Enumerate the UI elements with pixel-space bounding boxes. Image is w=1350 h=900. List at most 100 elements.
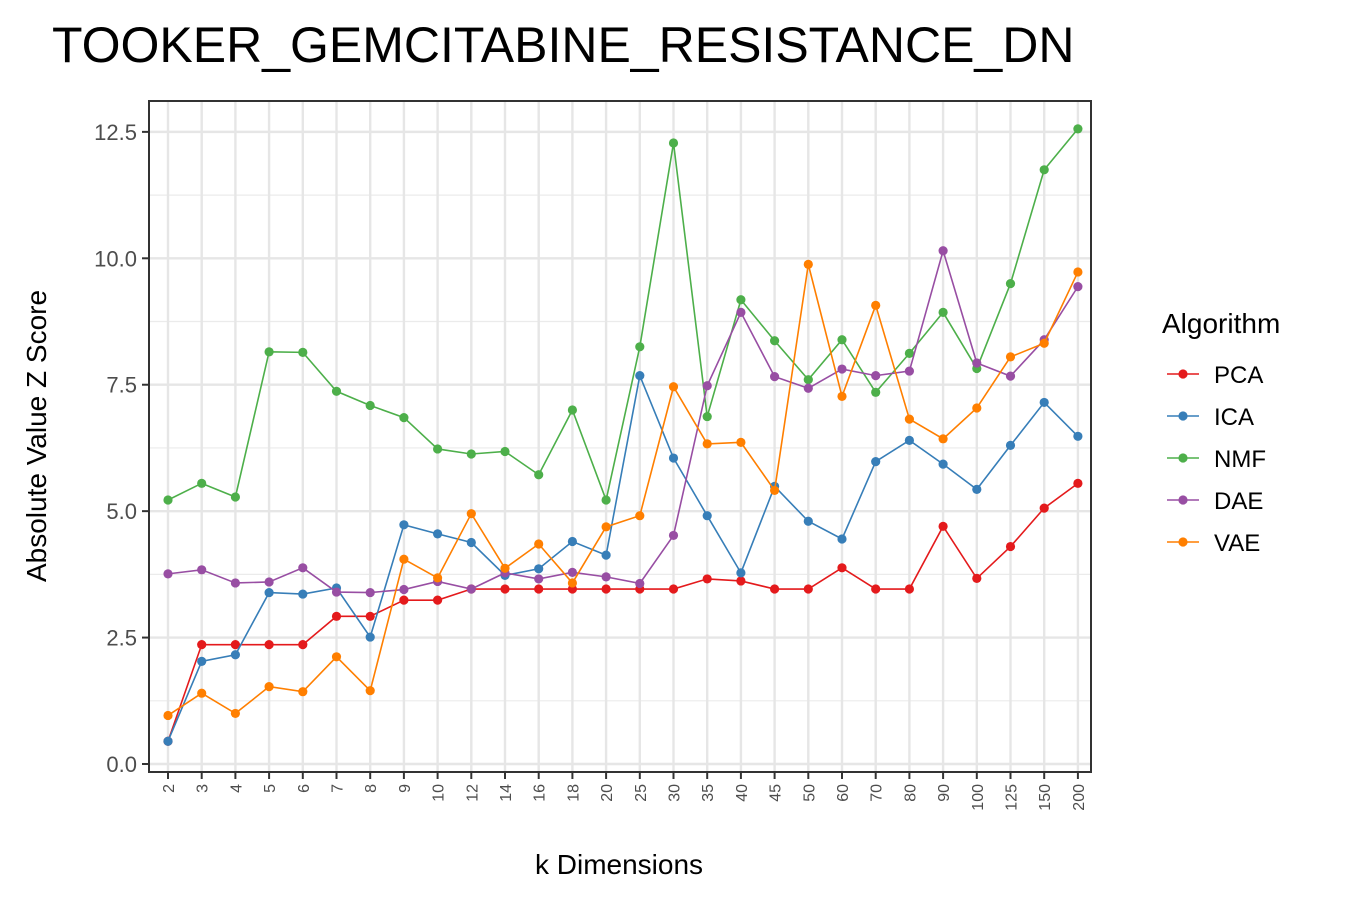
data-point-dae [938,246,948,256]
data-point-vae [770,485,780,496]
y-axis-title: Absolute Value Z Score [21,290,52,582]
data-point-pca [1039,503,1049,513]
series-line-dae [167,247,1079,594]
data-point-dae [770,372,780,382]
x-tick-label: 5 [262,784,279,793]
data-point-dae [298,563,308,573]
data-point-vae [904,414,915,424]
data-point-pca [938,521,948,531]
data-point-pca [1005,541,1016,552]
data-point-nmf [399,412,409,423]
series-line-vae [167,264,1079,717]
data-point-dae [365,587,375,598]
data-point-pca [972,573,982,584]
data-point-vae [500,563,510,573]
data-point-nmf [433,444,443,454]
data-point-dae [399,584,409,595]
legend-label: NMF [1214,446,1266,473]
y-tick-label: 5.0 [106,499,137,524]
data-point-nmf [331,386,342,396]
data-point-ica [230,650,240,660]
x-tick-label: 150 [1037,784,1054,811]
data-point-dae [567,567,578,577]
data-point-pca [433,595,443,605]
data-point-vae [871,300,881,310]
x-tick-label: 90 [936,784,953,802]
plot-panel-border [148,100,1092,773]
data-point-pca [264,640,274,650]
data-point-nmf [264,347,274,357]
data-point-ica [803,516,813,526]
data-point-vae [365,686,375,696]
data-point-vae [298,687,308,697]
x-tick-label: 50 [801,784,818,802]
data-point-ica [702,511,712,521]
legend-label: PCA [1214,362,1263,389]
legend-label: DAE [1214,488,1263,515]
grid [149,101,1091,772]
data-point-vae [1073,267,1083,277]
data-point-nmf [466,449,476,459]
data-point-pca [1073,478,1083,488]
legend-key-point [1178,369,1188,379]
data-point-pca [534,584,544,594]
data-point-ica [163,736,173,746]
data-point-dae [702,381,712,391]
data-point-ica [1039,397,1049,408]
data-point-dae [331,587,342,597]
x-tick-label: 80 [902,784,919,802]
data-point-nmf [567,405,578,415]
x-tick-label: 7 [330,784,347,793]
data-point-vae [972,403,982,413]
x-tick-label: 12 [464,784,481,802]
data-point-dae [163,569,173,579]
data-point-dae [264,577,274,587]
x-tick-label: 100 [970,784,987,811]
data-point-ica [264,587,274,598]
data-point-vae [331,652,342,662]
data-point-dae [837,364,847,374]
data-point-nmf [736,295,746,305]
data-point-ica [938,459,948,469]
x-tick-label: 20 [599,784,616,802]
data-point-pca [331,611,342,621]
data-point-dae [635,578,645,589]
data-point-pca [871,584,881,594]
data-point-nmf [365,400,375,411]
data-point-ica [399,520,409,530]
data-point-pca [803,584,813,594]
series-ica [163,371,1083,746]
data-point-ica [534,564,544,574]
data-point-ica [871,456,881,467]
series-pca [163,478,1083,746]
data-point-vae [163,710,173,721]
legend-item-pca: PCA [1167,362,1263,389]
data-point-vae [938,434,948,444]
data-point-nmf [904,348,915,358]
data-point-ica [298,589,308,599]
data-point-pca [770,584,780,594]
legend-key-point [1178,411,1188,421]
data-point-nmf [230,492,240,502]
data-point-pca [837,563,847,573]
data-point-pca [668,584,679,594]
data-point-ica [1073,431,1083,441]
y-tick-label: 10.0 [94,246,137,271]
data-point-ica [365,632,375,642]
data-point-vae [837,391,847,401]
data-point-vae [399,554,409,564]
chart-title: TOOKER_GEMCITABINE_RESISTANCE_DN [52,17,1074,73]
data-point-vae [1005,352,1016,362]
data-point-dae [534,574,544,584]
legend: Algorithm PCA ICA NMF DAE VAE [1162,308,1280,557]
data-point-pca [399,595,409,605]
x-tick-label: 6 [296,784,313,793]
data-point-vae [433,573,443,583]
data-point-vae [803,259,813,269]
x-axis-title: k Dimensions [535,849,703,880]
data-point-pca [736,576,746,586]
data-point-ica [466,537,476,548]
y-tick-label: 2.5 [106,626,137,651]
data-point-ica [197,656,207,666]
x-tick-label: 30 [667,784,684,802]
